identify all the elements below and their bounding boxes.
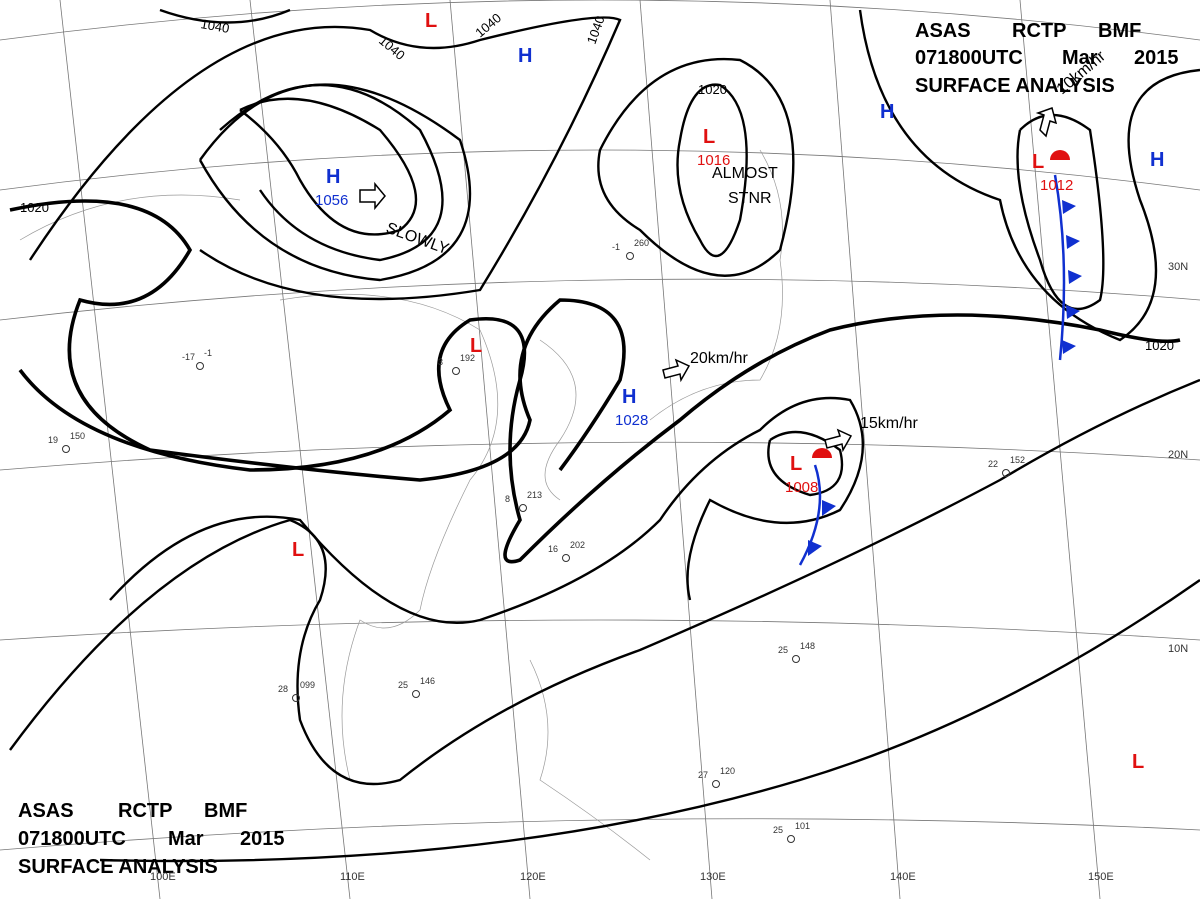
month: Mar bbox=[168, 828, 204, 850]
pressure-center: L bbox=[292, 539, 304, 561]
station-marker bbox=[562, 554, 570, 562]
station-marker bbox=[787, 835, 795, 843]
longitude-label: 120E bbox=[520, 871, 546, 883]
coastlines bbox=[19, 149, 783, 861]
isobar-label: 1020 bbox=[20, 200, 49, 215]
header-top: ASAS RCTP BMF 071800UTC Mar 2015 SURFACE… bbox=[915, 20, 1179, 97]
station-pressure: 152 bbox=[1010, 455, 1025, 465]
title: SURFACE ANALYSIS bbox=[915, 75, 1115, 97]
station-marker bbox=[712, 780, 720, 788]
station-temp: 22 bbox=[988, 459, 998, 469]
pressure-center: L bbox=[425, 10, 437, 32]
pressure-center: H bbox=[326, 166, 340, 188]
station-temp: -1 bbox=[612, 242, 620, 252]
longitude-label: 150E bbox=[1088, 871, 1114, 883]
station-marker bbox=[412, 690, 420, 698]
station-pressure: 146 bbox=[420, 676, 435, 686]
station-marker bbox=[196, 362, 204, 370]
longitude-label: 140E bbox=[890, 871, 916, 883]
station-marker bbox=[1002, 469, 1010, 477]
code: BMF bbox=[204, 800, 247, 822]
center: RCTP bbox=[1012, 20, 1066, 42]
latitude-label: 20N bbox=[1168, 449, 1188, 461]
latitude-label: 30N bbox=[1168, 261, 1188, 273]
station-temp: 16 bbox=[548, 544, 558, 554]
station-marker bbox=[792, 655, 800, 663]
year: 2015 bbox=[240, 828, 285, 850]
motion-label: 15km/hr bbox=[860, 415, 918, 432]
station-pressure: 202 bbox=[570, 540, 585, 550]
longitude-label: 110E bbox=[340, 871, 365, 883]
year: 2015 bbox=[1134, 47, 1179, 69]
station-pressure: 120 bbox=[720, 766, 735, 776]
station-temp: 3 bbox=[438, 357, 443, 367]
station-temp: 25 bbox=[778, 645, 788, 655]
motion-label: ALMOST bbox=[712, 165, 778, 182]
isobar-label: 1020 bbox=[1145, 338, 1174, 353]
station-temp: -17 bbox=[182, 352, 195, 362]
station-temp: 8 bbox=[505, 494, 510, 504]
station-marker bbox=[292, 694, 300, 702]
latitude-label: 10N bbox=[1168, 643, 1188, 655]
station-temp: 27 bbox=[698, 770, 708, 780]
station-pressure: 148 bbox=[800, 641, 815, 651]
station-temp: 28 bbox=[278, 684, 288, 694]
station-temp: 19 bbox=[48, 435, 58, 445]
time: 071800UTC bbox=[915, 47, 1023, 69]
pressure-center: L bbox=[790, 453, 802, 475]
motion-label: SLOWLY bbox=[384, 220, 452, 258]
pressure-center: H bbox=[518, 45, 532, 67]
center-pressure: 1008 bbox=[785, 479, 818, 496]
motion-arrows bbox=[359, 107, 1058, 453]
station-pressure: 192 bbox=[460, 353, 475, 363]
pressure-center: L bbox=[703, 126, 715, 148]
station-pressure: 213 bbox=[527, 490, 542, 500]
agency: ASAS bbox=[18, 800, 74, 822]
pressure-center: H bbox=[880, 101, 894, 123]
pressure-center: H bbox=[1150, 149, 1164, 171]
station-pressure: 260 bbox=[634, 238, 649, 248]
station-marker bbox=[452, 367, 460, 375]
pressure-center: L bbox=[1132, 751, 1144, 773]
title: SURFACE ANALYSIS bbox=[18, 856, 218, 878]
isobar-label: 1040 bbox=[199, 16, 230, 36]
station-pressure: 099 bbox=[300, 680, 315, 690]
center-pressure: 1028 bbox=[615, 412, 648, 429]
station-pressure: 101 bbox=[795, 821, 810, 831]
header-bottom: ASAS RCTP BMF 071800UTC Mar 2015 SURFACE… bbox=[18, 800, 285, 878]
month: Mar bbox=[1062, 47, 1098, 69]
isobar-label: 1020 bbox=[698, 82, 727, 97]
station-temp: 25 bbox=[773, 825, 783, 835]
station-marker bbox=[519, 504, 527, 512]
fronts bbox=[798, 150, 1082, 566]
center-pressure: 1012 bbox=[1040, 177, 1073, 194]
station-temp: 25 bbox=[398, 680, 408, 690]
agency: ASAS bbox=[915, 20, 971, 42]
pressure-center: H bbox=[622, 386, 636, 408]
center: RCTP bbox=[118, 800, 172, 822]
time: 071800UTC bbox=[18, 828, 126, 850]
longitude-label: 100E bbox=[150, 871, 176, 883]
isobar-label: 1040 bbox=[376, 33, 408, 63]
center-pressure: 1056 bbox=[315, 192, 348, 209]
station-marker bbox=[626, 252, 634, 260]
center-pressure: 1016 bbox=[697, 152, 730, 169]
longitude-label: 130E bbox=[700, 871, 726, 883]
isobars bbox=[9, 8, 1200, 863]
station-marker bbox=[62, 445, 70, 453]
station-pressure: 150 bbox=[70, 431, 85, 441]
station-pressure: -1 bbox=[204, 348, 212, 358]
map-labels: H 1056 L 1016 H 1028 L 1008 L 1012 H H H L L L L 1040 1040… bbox=[20, 10, 1188, 883]
motion-label: 20km/hr bbox=[690, 350, 748, 367]
code: BMF bbox=[1098, 20, 1141, 42]
motion-label: STNR bbox=[728, 190, 772, 207]
pressure-center: L bbox=[470, 335, 482, 357]
pressure-center: L bbox=[1032, 151, 1044, 173]
